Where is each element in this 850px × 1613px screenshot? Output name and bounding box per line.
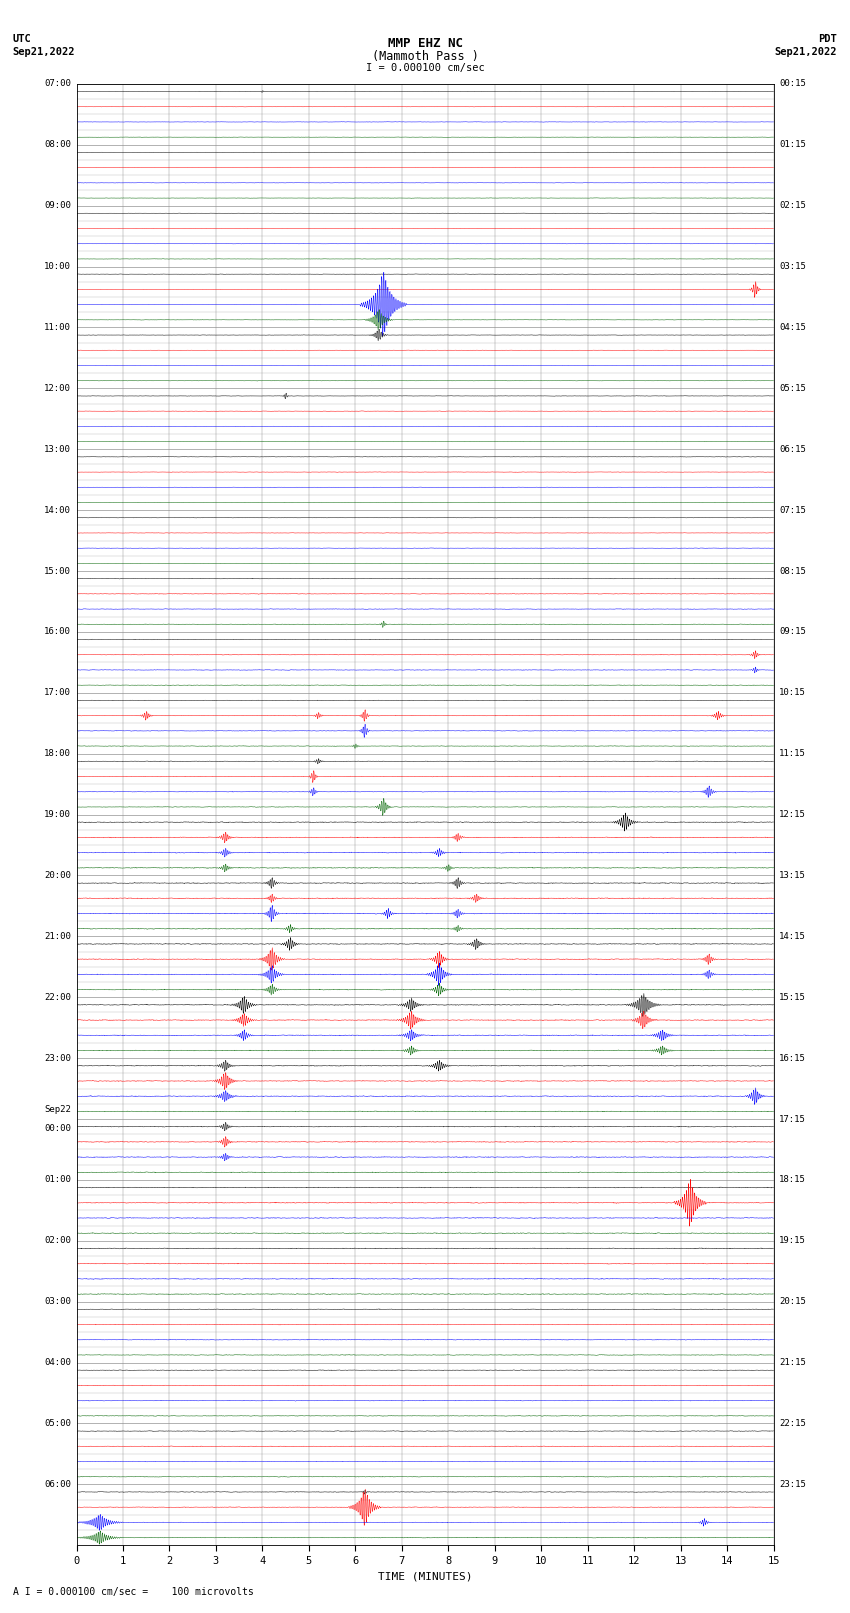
Text: Sep22: Sep22	[44, 1105, 71, 1115]
Text: 13:15: 13:15	[779, 871, 806, 881]
Text: 02:00: 02:00	[44, 1236, 71, 1245]
Text: 15:15: 15:15	[779, 992, 806, 1002]
Text: 17:15: 17:15	[779, 1115, 806, 1124]
Text: 15:00: 15:00	[44, 566, 71, 576]
Text: 22:15: 22:15	[779, 1419, 806, 1428]
Text: 08:00: 08:00	[44, 140, 71, 150]
Text: 03:15: 03:15	[779, 261, 806, 271]
Text: 13:00: 13:00	[44, 445, 71, 453]
Text: MMP EHZ NC: MMP EHZ NC	[388, 37, 462, 50]
Text: 12:00: 12:00	[44, 384, 71, 394]
Text: 01:00: 01:00	[44, 1176, 71, 1184]
Text: 19:00: 19:00	[44, 810, 71, 819]
Text: 07:00: 07:00	[44, 79, 71, 89]
Text: 00:15: 00:15	[779, 79, 806, 89]
Text: 03:00: 03:00	[44, 1297, 71, 1307]
Text: 05:00: 05:00	[44, 1419, 71, 1428]
Text: I = 0.000100 cm/sec: I = 0.000100 cm/sec	[366, 63, 484, 73]
Text: 16:00: 16:00	[44, 627, 71, 637]
Text: (Mammoth Pass ): (Mammoth Pass )	[371, 50, 479, 63]
Text: 23:00: 23:00	[44, 1053, 71, 1063]
Text: 04:15: 04:15	[779, 323, 806, 332]
Text: 02:15: 02:15	[779, 202, 806, 210]
Text: 07:15: 07:15	[779, 505, 806, 515]
Text: 21:00: 21:00	[44, 932, 71, 940]
Text: 18:00: 18:00	[44, 748, 71, 758]
Text: 17:00: 17:00	[44, 689, 71, 697]
Text: 00:00: 00:00	[44, 1124, 71, 1132]
Text: 18:15: 18:15	[779, 1176, 806, 1184]
Text: 16:15: 16:15	[779, 1053, 806, 1063]
X-axis label: TIME (MINUTES): TIME (MINUTES)	[377, 1571, 473, 1581]
Text: 11:15: 11:15	[779, 748, 806, 758]
Text: 12:15: 12:15	[779, 810, 806, 819]
Text: 08:15: 08:15	[779, 566, 806, 576]
Text: 09:00: 09:00	[44, 202, 71, 210]
Text: 04:00: 04:00	[44, 1358, 71, 1368]
Text: UTC: UTC	[13, 34, 31, 44]
Text: 22:00: 22:00	[44, 992, 71, 1002]
Text: 20:00: 20:00	[44, 871, 71, 881]
Text: A I = 0.000100 cm/sec =    100 microvolts: A I = 0.000100 cm/sec = 100 microvolts	[13, 1587, 253, 1597]
Text: 14:00: 14:00	[44, 505, 71, 515]
Text: Sep21,2022: Sep21,2022	[13, 47, 76, 56]
Text: 10:15: 10:15	[779, 689, 806, 697]
Text: 20:15: 20:15	[779, 1297, 806, 1307]
Text: 11:00: 11:00	[44, 323, 71, 332]
Text: 06:00: 06:00	[44, 1479, 71, 1489]
Text: 14:15: 14:15	[779, 932, 806, 940]
Text: 10:00: 10:00	[44, 261, 71, 271]
Text: Sep21,2022: Sep21,2022	[774, 47, 837, 56]
Text: 01:15: 01:15	[779, 140, 806, 150]
Text: 21:15: 21:15	[779, 1358, 806, 1368]
Text: 06:15: 06:15	[779, 445, 806, 453]
Text: 23:15: 23:15	[779, 1479, 806, 1489]
Text: 19:15: 19:15	[779, 1236, 806, 1245]
Text: 05:15: 05:15	[779, 384, 806, 394]
Text: PDT: PDT	[819, 34, 837, 44]
Text: 09:15: 09:15	[779, 627, 806, 637]
